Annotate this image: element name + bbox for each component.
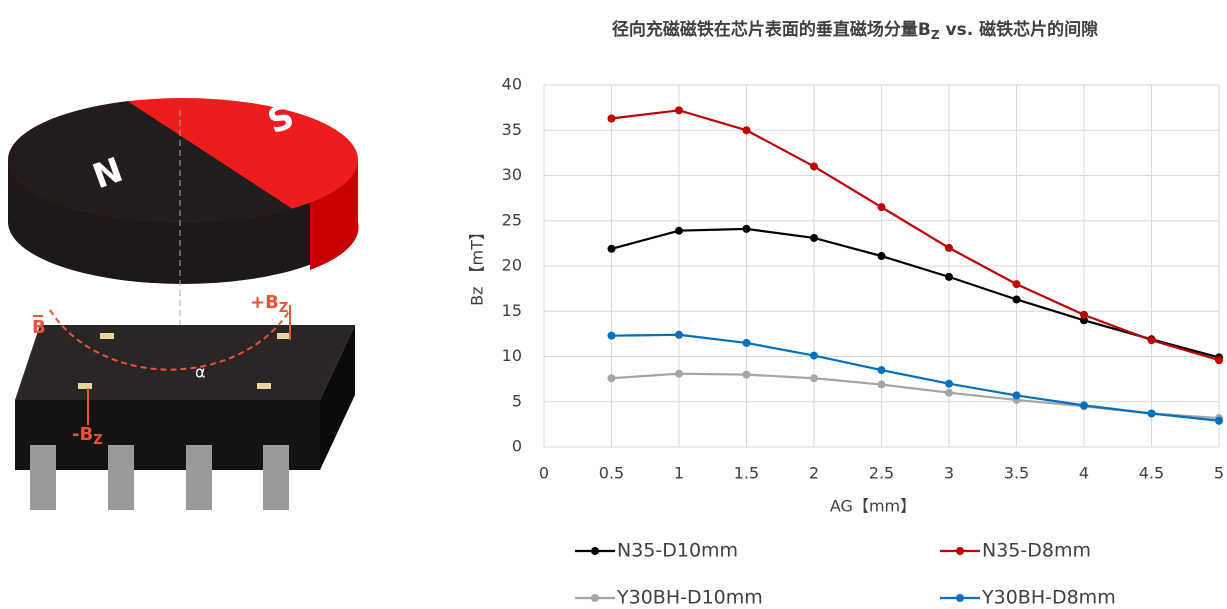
x-tick-label: 0	[539, 464, 549, 483]
data-point	[945, 273, 953, 281]
x-tick-label: 1.5	[734, 464, 759, 483]
data-point	[675, 331, 683, 339]
x-tick-label: 1	[674, 464, 684, 483]
data-point	[1013, 295, 1021, 303]
legend-label: N35-D8mm	[982, 540, 1091, 562]
data-point	[675, 370, 683, 378]
data-point	[1215, 356, 1223, 364]
x-tick-label: 0.5	[599, 464, 624, 483]
y-tick-label: 10	[502, 346, 522, 365]
data-point	[743, 126, 751, 134]
data-point	[1080, 401, 1088, 409]
y-tick-label: 35	[502, 120, 522, 139]
y-axis-label: Bz 【mT】	[468, 224, 487, 306]
data-point	[743, 371, 751, 379]
chip-top	[15, 325, 355, 400]
data-point	[608, 245, 616, 253]
field-label: B	[32, 317, 46, 338]
data-point	[1013, 391, 1021, 399]
data-point	[743, 225, 751, 233]
legend-marker	[956, 594, 964, 602]
data-point	[1013, 280, 1021, 288]
data-point	[878, 381, 886, 389]
x-tick-label: 2.5	[869, 464, 894, 483]
data-point	[878, 203, 886, 211]
data-point	[810, 162, 818, 170]
data-point	[608, 374, 616, 382]
legend-label: Y30BH-D8mm	[981, 587, 1116, 609]
title-text: 径向充磁磁铁在芯片表面的垂直磁场分量B	[612, 19, 931, 40]
legend-marker	[956, 547, 964, 555]
y-tick-label: 20	[502, 256, 522, 275]
data-point	[1215, 417, 1223, 425]
x-tick-label: 3.5	[1004, 464, 1029, 483]
plus-bz-sub: Z	[279, 301, 288, 316]
data-point	[810, 374, 818, 382]
chart-title: 径向充磁磁铁在芯片表面的垂直磁场分量BZ vs. 磁铁芯片的间隙	[612, 19, 1098, 42]
y-tick-label: 40	[502, 75, 522, 94]
x-tick-label: 4.5	[1139, 464, 1164, 483]
title-sub: Z	[931, 28, 940, 42]
minus-bz-text: -B	[72, 424, 93, 445]
series-line	[612, 335, 1220, 421]
x-tick-label: 2	[809, 464, 819, 483]
y-tick-label: 15	[502, 301, 522, 320]
plus-bz-label: +BZ	[250, 292, 288, 316]
x-tick-label: 3	[944, 464, 954, 483]
data-point	[675, 106, 683, 114]
y-tick-label: 30	[502, 165, 522, 184]
series-line	[612, 110, 1220, 360]
minus-bz-sub: Z	[93, 433, 102, 448]
data-point	[810, 234, 818, 242]
angle-label: α	[195, 363, 206, 382]
x-tick-label: 4	[1079, 464, 1089, 483]
data-point	[878, 366, 886, 374]
data-point	[1080, 311, 1088, 319]
y-tick-label: 25	[502, 210, 522, 229]
plus-bz-text: +B	[250, 292, 279, 313]
data-point	[945, 389, 953, 397]
legend-marker	[591, 547, 599, 555]
legend-label: Y30BH-D10mm	[616, 587, 763, 609]
legend-marker	[591, 594, 599, 602]
illustration: S N B +BZ -BZ α	[0, 70, 370, 510]
x-tick-label: 5	[1214, 464, 1224, 483]
data-point	[1148, 336, 1156, 344]
page: S N B +BZ -BZ α 径向充磁磁铁在芯片表面的垂直磁场分量BZ vs.…	[0, 0, 1227, 609]
data-point	[608, 332, 616, 340]
data-point	[810, 352, 818, 360]
data-point	[675, 227, 683, 235]
data-point	[945, 380, 953, 388]
y-tick-label: 5	[512, 391, 522, 410]
data-point	[1148, 410, 1156, 418]
data-point	[945, 244, 953, 252]
data-point	[743, 339, 751, 347]
legend-label: N35-D10mm	[617, 540, 738, 562]
title-end: vs. 磁铁芯片的间隙	[940, 19, 1099, 40]
data-point	[608, 114, 616, 122]
x-axis-label: AG【mm】	[830, 497, 916, 516]
y-tick-label: 0	[512, 437, 522, 456]
data-point	[878, 252, 886, 260]
